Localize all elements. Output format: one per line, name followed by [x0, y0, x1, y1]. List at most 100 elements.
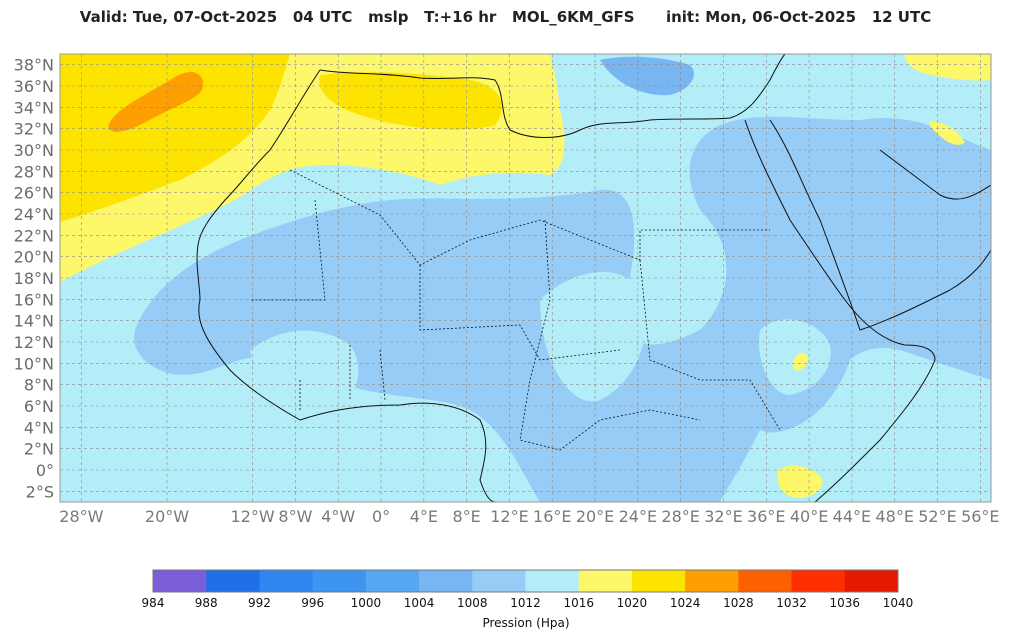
- colorbar-level-label: 984: [142, 596, 165, 610]
- colorbar-level-label: 1012: [510, 596, 541, 610]
- latitude-tick-label: 0°: [36, 461, 54, 480]
- latitude-tick-label: 32°N: [14, 120, 54, 139]
- longitude-tick-label: 16°E: [533, 507, 571, 526]
- pressure-zone-1012-pocket: [759, 319, 831, 395]
- latitude-tick-label: 16°N: [14, 290, 54, 309]
- latitude-tick-label: 12°N: [14, 333, 54, 352]
- mediterranean-coastline: [319, 54, 786, 138]
- longitude-tick-label: 28°E: [661, 507, 699, 526]
- colorbar-level-label: 996: [301, 596, 324, 610]
- longitude-tick-label: 28°W: [59, 507, 103, 526]
- colorbar-level-label: 1008: [457, 596, 488, 610]
- border-line: [299, 345, 386, 410]
- latitude-tick-label: 2°S: [26, 482, 54, 501]
- colorbar-level-label: 1032: [776, 596, 807, 610]
- colorbar-level-label: 1036: [830, 596, 861, 610]
- latitude-tick-label: 14°N: [14, 312, 54, 331]
- latitude-tick-label: 28°N: [14, 162, 54, 181]
- colorbar-labels: 984 988 992 996 1000 1004 1008 1012 1016 1020 1024…: [142, 596, 914, 610]
- latitude-tick-label: 18°N: [14, 269, 54, 288]
- colorbar-segment: [631, 570, 686, 592]
- colorbar-level-label: 1004: [404, 596, 435, 610]
- latitude-tick-label: 2°N: [24, 440, 54, 459]
- longitude-tick-label: 12°E: [490, 507, 528, 526]
- longitude-tick-label: 40°E: [790, 507, 828, 526]
- pressure-zone-1020-patch: [792, 352, 808, 371]
- longitude-tick-label: 4°W: [321, 507, 355, 526]
- border-line: [250, 199, 326, 301]
- valid-time: Valid: Tue, 07-Oct-2025: [79, 8, 278, 26]
- longitude-tick-label: 4°E: [410, 507, 438, 526]
- colorbar-level-label: 1020: [617, 596, 648, 610]
- pressure-zone-1012-pocket: [250, 330, 359, 422]
- longitude-tick-label: 20°W: [145, 507, 189, 526]
- colorbar-level-label: 1016: [563, 596, 594, 610]
- colorbar: [152, 569, 899, 593]
- colorbar-segment: [206, 570, 260, 592]
- pressure-fill-layer: [60, 54, 991, 502]
- map-title: Valid: Tue, 07-Oct-2025 04 UTC mslp T:+1…: [0, 8, 1011, 26]
- model-name: MOL_6KM_GFS: [512, 8, 635, 26]
- colorbar-segment: [153, 570, 207, 592]
- pressure-zone-1004: [600, 56, 694, 96]
- pressure-zone-1020-patch: [905, 54, 991, 81]
- latitude-tick-label: 20°N: [14, 248, 54, 267]
- longitude-tick-label: 20°E: [576, 507, 614, 526]
- colorbar-frame: [152, 569, 899, 593]
- borders-layer: [250, 169, 781, 451]
- longitude-tick-label: 12°W: [231, 507, 275, 526]
- pressure-zone-1024: [60, 54, 290, 222]
- colorbar-level-label: 992: [248, 596, 271, 610]
- latitude-tick-label: 34°N: [14, 98, 54, 117]
- latitude-tick-label: 24°N: [14, 205, 54, 224]
- colorbar-level-label: 1028: [723, 596, 754, 610]
- persian-gulf-coastline: [879, 149, 991, 200]
- longitude-tick-label: 56°E: [961, 507, 999, 526]
- longitude-labels: 28°W 20°W 12°W 8°W 4°W 0° 4°E 8°E 12°E 16°E 20°E 24…: [59, 507, 999, 526]
- colorbar-segment: [738, 570, 793, 592]
- colorbar-segment: [791, 570, 846, 592]
- colorbar-segment: [419, 570, 473, 592]
- latitude-tick-label: 4°N: [24, 418, 54, 437]
- longitude-tick-label: 0°: [372, 507, 390, 526]
- longitude-tick-label: 8°E: [452, 507, 480, 526]
- border-line: [289, 169, 770, 266]
- colorbar-segment: [365, 570, 420, 592]
- latitude-tick-label: 10°N: [14, 354, 54, 373]
- longitude-tick-label: 8°W: [278, 507, 312, 526]
- longitude-tick-label: 36°E: [747, 507, 785, 526]
- pressure-zone-1020-patch: [929, 121, 965, 145]
- colorbar-segment: [685, 570, 739, 592]
- colorbar-segment: [259, 570, 314, 592]
- longitude-tick-label: 24°E: [619, 507, 657, 526]
- africa-coastline: [196, 69, 496, 502]
- pressure-zone-1024: [319, 72, 502, 130]
- latitude-tick-label: 22°N: [14, 226, 54, 245]
- border-line: [419, 265, 621, 361]
- pressure-zone-1028: [108, 72, 204, 132]
- colorbar-title: Pression (Hpa): [482, 616, 569, 630]
- latitude-tick-label: 8°N: [24, 376, 54, 395]
- map-frame: [59, 53, 992, 503]
- colorbar-level-label: 1000: [351, 596, 382, 610]
- latitude-tick-label: 38°N: [14, 56, 54, 75]
- arabia-coastline: [769, 119, 991, 331]
- valid-hour: 04 UTC: [292, 8, 353, 26]
- pressure-zone-1012-pocket: [540, 271, 646, 402]
- colorbar-segment: [312, 570, 367, 592]
- latitude-tick-label: 26°N: [14, 184, 54, 203]
- graticule: [60, 54, 991, 502]
- longitude-tick-label: 48°E: [875, 507, 913, 526]
- colorbar-level-label: 1024: [670, 596, 701, 610]
- colorbar-segment: [844, 570, 899, 592]
- latitude-tick-label: 6°N: [24, 397, 54, 416]
- init-hour: 12 UTC: [871, 8, 932, 26]
- latitude-tick-label: 36°N: [14, 77, 54, 96]
- colorbar-segment: [525, 570, 580, 592]
- longitude-tick-label: 44°E: [833, 507, 871, 526]
- colorbar-segment: [578, 570, 633, 592]
- latitude-tick-label: 30°N: [14, 141, 54, 160]
- red-sea-coastline: [744, 119, 936, 502]
- colorbar-level-label: 1040: [883, 596, 914, 610]
